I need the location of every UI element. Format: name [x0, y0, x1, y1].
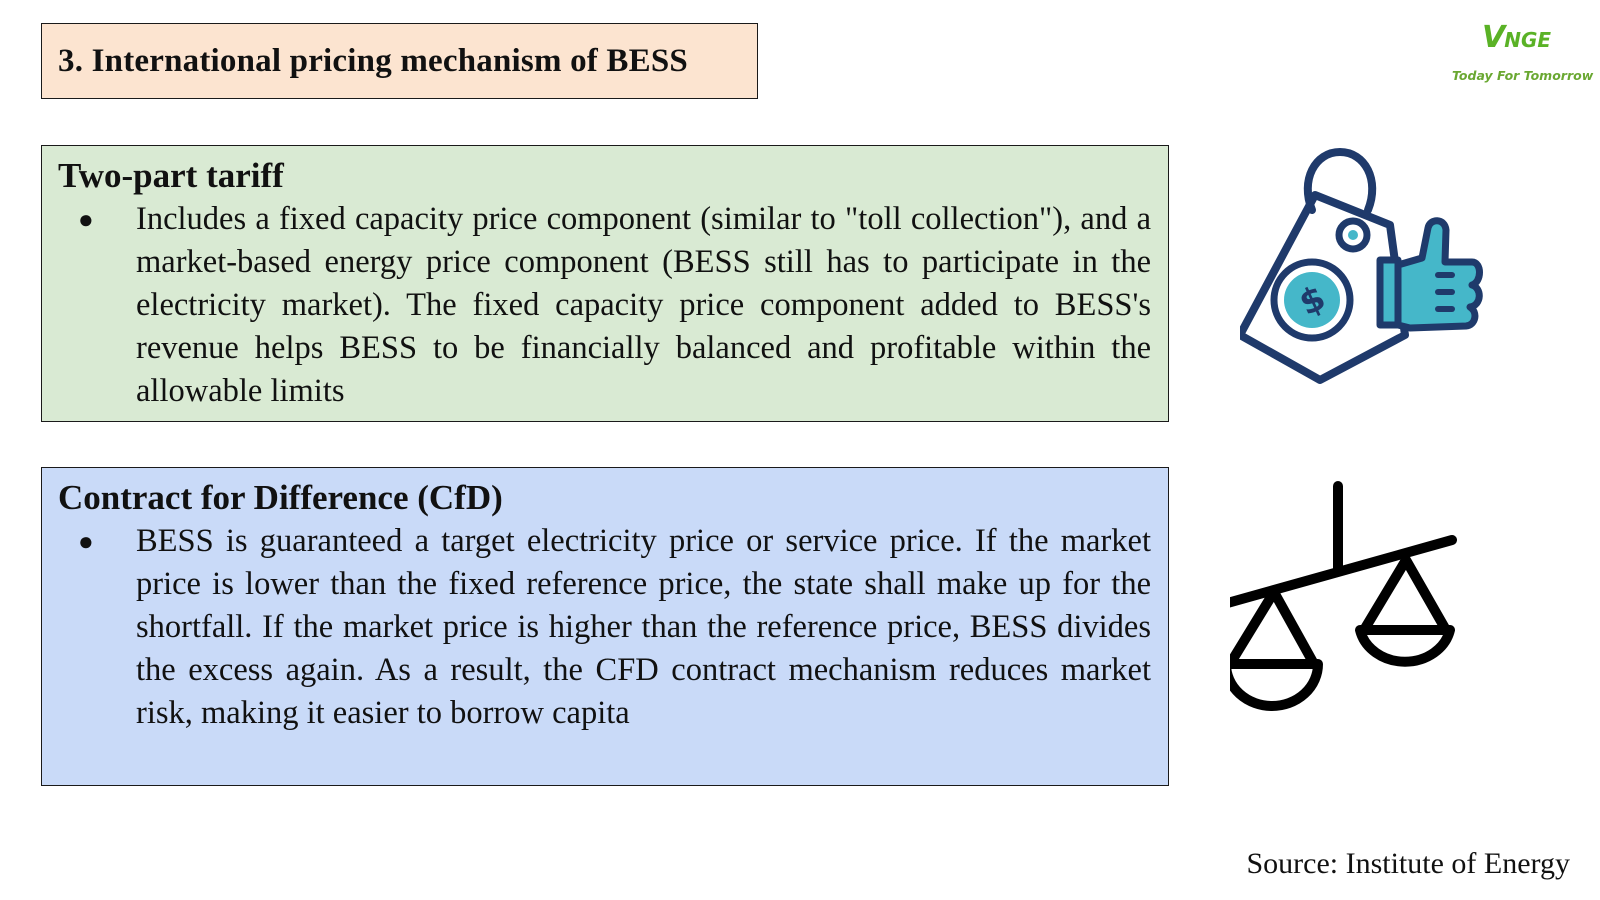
- balance-scale-icon: [1230, 481, 1457, 711]
- two-part-tariff-text: Includes a fixed capacity price componen…: [136, 201, 1151, 409]
- page-title: 3. International pricing mechanism of BE…: [58, 42, 688, 79]
- bullet-icon: ●: [78, 527, 94, 556]
- cfd-panel: Contract for Difference (CfD) ● BESS is …: [41, 467, 1169, 786]
- two-part-tariff-bullet-item: ● Includes a fixed capacity price compon…: [58, 198, 1151, 413]
- bullet-icon: ●: [78, 205, 94, 234]
- two-part-tariff-panel: Two-part tariff ● Includes a fixed capac…: [41, 145, 1169, 422]
- logo-mark-letter: V: [1482, 20, 1505, 55]
- source-note: Source: Institute of Energy: [1246, 847, 1570, 880]
- two-part-tariff-heading: Two-part tariff: [58, 156, 284, 195]
- title-box: 3. International pricing mechanism of BE…: [41, 23, 758, 99]
- logo-mark-rest: NGE: [1504, 28, 1552, 52]
- vnge-logo: VNGE Today For Tomorrow: [1440, 14, 1594, 94]
- logo-tagline: Today For Tomorrow: [1452, 68, 1594, 83]
- cfd-text: BESS is guaranteed a target electricity …: [136, 523, 1151, 731]
- logo-mark: VNGE: [1482, 20, 1551, 55]
- price-tag-thumbs-up-icon: $: [1240, 147, 1483, 384]
- cfd-bullet-item: ● BESS is guaranteed a target electricit…: [58, 520, 1151, 735]
- cfd-heading: Contract for Difference (CfD): [58, 478, 503, 517]
